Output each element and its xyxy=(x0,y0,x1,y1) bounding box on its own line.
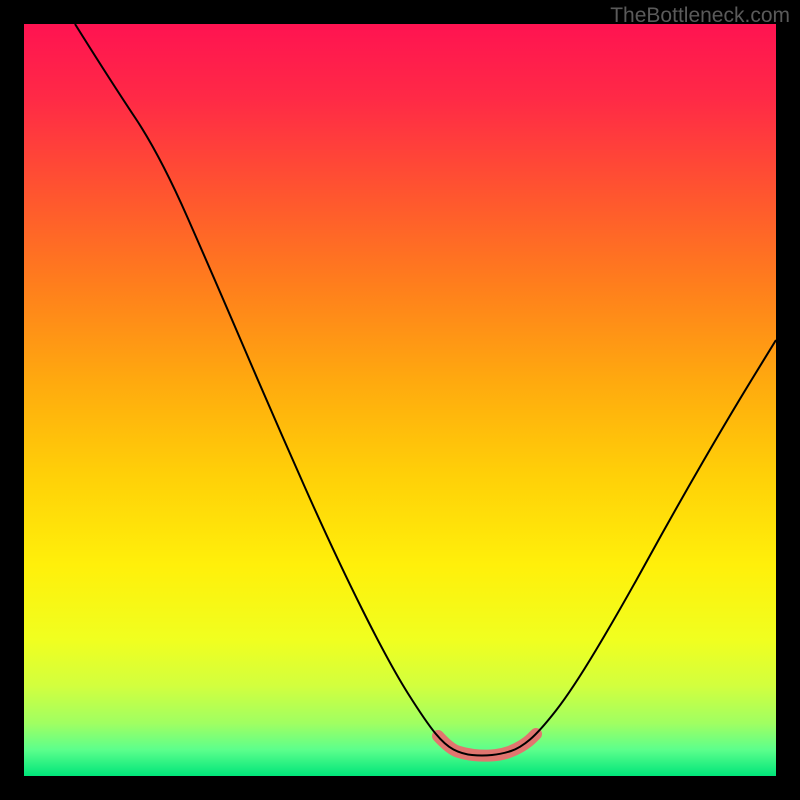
plot-area xyxy=(0,0,800,800)
chart-canvas: TheBottleneck.com xyxy=(0,0,800,800)
chart-svg xyxy=(0,0,800,800)
curve-highlight xyxy=(438,734,536,756)
plot-background xyxy=(24,24,776,776)
bottleneck-curve xyxy=(75,24,776,756)
